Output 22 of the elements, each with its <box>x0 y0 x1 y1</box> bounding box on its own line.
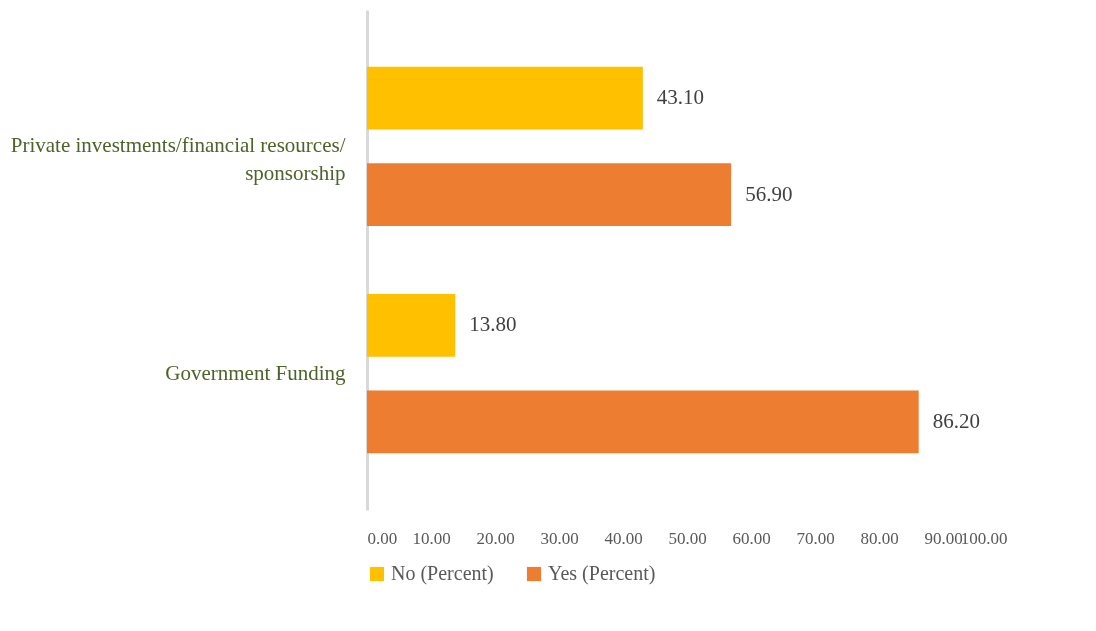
bar <box>367 294 456 357</box>
x-tick-label: 90.00 <box>924 528 963 548</box>
x-tick-label: 30.00 <box>540 528 579 548</box>
x-tick-label: 10.00 <box>412 528 451 548</box>
data-label: 13.80 <box>469 312 517 337</box>
data-label: 43.10 <box>656 85 705 110</box>
y-tick-label: Private investments/financial resources/ sponsorship <box>10 133 346 186</box>
legend-label: No (Percent) <box>391 562 494 585</box>
x-tick-label: 0.00 <box>367 528 398 548</box>
bar <box>367 66 643 130</box>
x-tick-label: 80.00 <box>860 528 899 548</box>
data-label: 56.90 <box>745 181 793 206</box>
bar <box>367 390 919 454</box>
x-tick-label: 70.00 <box>796 528 835 548</box>
x-tick-label: 60.00 <box>732 528 771 548</box>
y-tick-label: Government Funding <box>165 360 346 385</box>
legend-label: Yes (Percent) <box>548 562 656 585</box>
x-tick-label: 20.00 <box>476 528 515 548</box>
x-tick-label: 40.00 <box>604 528 643 548</box>
data-label: 86.20 <box>932 408 980 433</box>
bar <box>367 163 732 226</box>
x-tick-label: 50.00 <box>668 528 707 548</box>
